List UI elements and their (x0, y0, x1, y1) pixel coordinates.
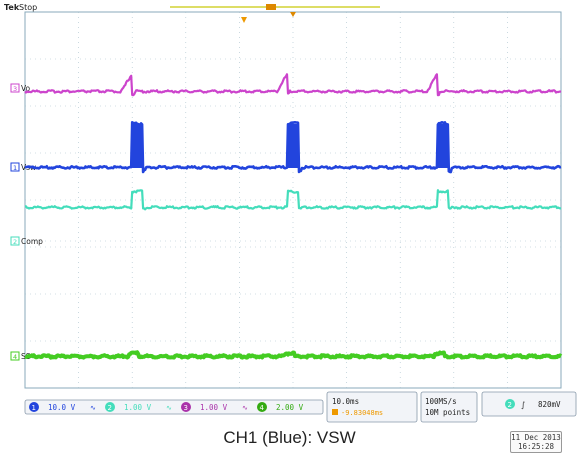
record-length-readout: 10M points (425, 408, 470, 417)
trigger-channel-badge (505, 399, 515, 409)
trigger-readout-box[interactable] (481, 391, 577, 417)
channel-readout-box[interactable] (24, 399, 324, 415)
graticule-frame (24, 11, 562, 389)
ch1-badge-number: 1 (32, 404, 36, 412)
status-bar: 1 10.0 V ∿ 2 1.00 V ∿ 3 1.00 V ∿ 4 2.00 … (24, 391, 577, 423)
ch2-scale: 1.00 V (124, 403, 152, 412)
ch1-marker-number: 1 (13, 164, 17, 172)
ch1-scale: 10.0 V (48, 403, 76, 412)
delay-marker-icon (241, 17, 247, 23)
ch4-ground-marker[interactable] (10, 351, 20, 361)
ch3-badge-number: 3 (184, 404, 188, 412)
ch3-badge[interactable] (181, 402, 191, 412)
ch2-marker-number: 2 (13, 238, 17, 246)
vsw-pulse-burst (437, 124, 449, 168)
trigger-level-readout: 820mV (538, 400, 561, 409)
ch2-badge[interactable] (105, 402, 115, 412)
ch2-channel-label: Comp (21, 237, 43, 246)
acquisition-readout-box[interactable] (420, 391, 478, 423)
ch2-ground-marker[interactable] (10, 236, 20, 246)
ch1-badge[interactable] (29, 402, 39, 412)
ch3-marker-number: 3 (13, 85, 17, 93)
brand-label: Tek (4, 3, 20, 12)
waveforms (24, 73, 563, 360)
ch3-ground-marker[interactable] (10, 83, 20, 93)
ch3-channel-label: Vo (21, 84, 31, 93)
trigger-slope-icon: ∫ (521, 401, 525, 410)
ch3-scale: 1.00 V (200, 403, 228, 412)
timebase-readout: 10.0ms (332, 397, 359, 406)
ch3-bw-icon: ∿ (242, 404, 248, 412)
ch2-bw-icon: ∿ (166, 404, 172, 412)
ch2-badge-number: 2 (108, 404, 112, 412)
ch4-badge-number: 4 (260, 404, 265, 412)
trace-comp (24, 189, 562, 211)
delay-readout: -9.83048ms (341, 409, 383, 417)
ch1-ground-marker[interactable] (10, 162, 20, 172)
trace-vsw (24, 121, 562, 174)
ch1-bw-icon: ∿ (90, 404, 96, 412)
trigger-channel-number: 2 (508, 401, 512, 409)
ch4-badge[interactable] (257, 402, 267, 412)
ch4-scale: 2.00 V (276, 403, 304, 412)
vsw-pulse-burst (287, 124, 299, 168)
record-view-window (266, 4, 276, 10)
ch4-marker-number: 4 (13, 353, 17, 361)
date-time-box: 11 Dec 2013 16:25:28 (510, 431, 562, 453)
vsw-pulse-burst (132, 124, 143, 168)
date-day: 11 Dec 2013 (511, 433, 561, 442)
delay-icon (332, 409, 338, 415)
trace-ss (24, 350, 563, 360)
run-state: Stop (19, 3, 37, 12)
horizontal-readout-box[interactable] (326, 391, 418, 423)
figure-caption: CH1 (Blue): VSW (223, 428, 356, 447)
sample-rate-readout: 100MS/s (425, 397, 457, 406)
date-time: 16:25:28 (517, 442, 555, 451)
trigger-position-icon (290, 12, 296, 17)
trace-vo (24, 73, 562, 97)
